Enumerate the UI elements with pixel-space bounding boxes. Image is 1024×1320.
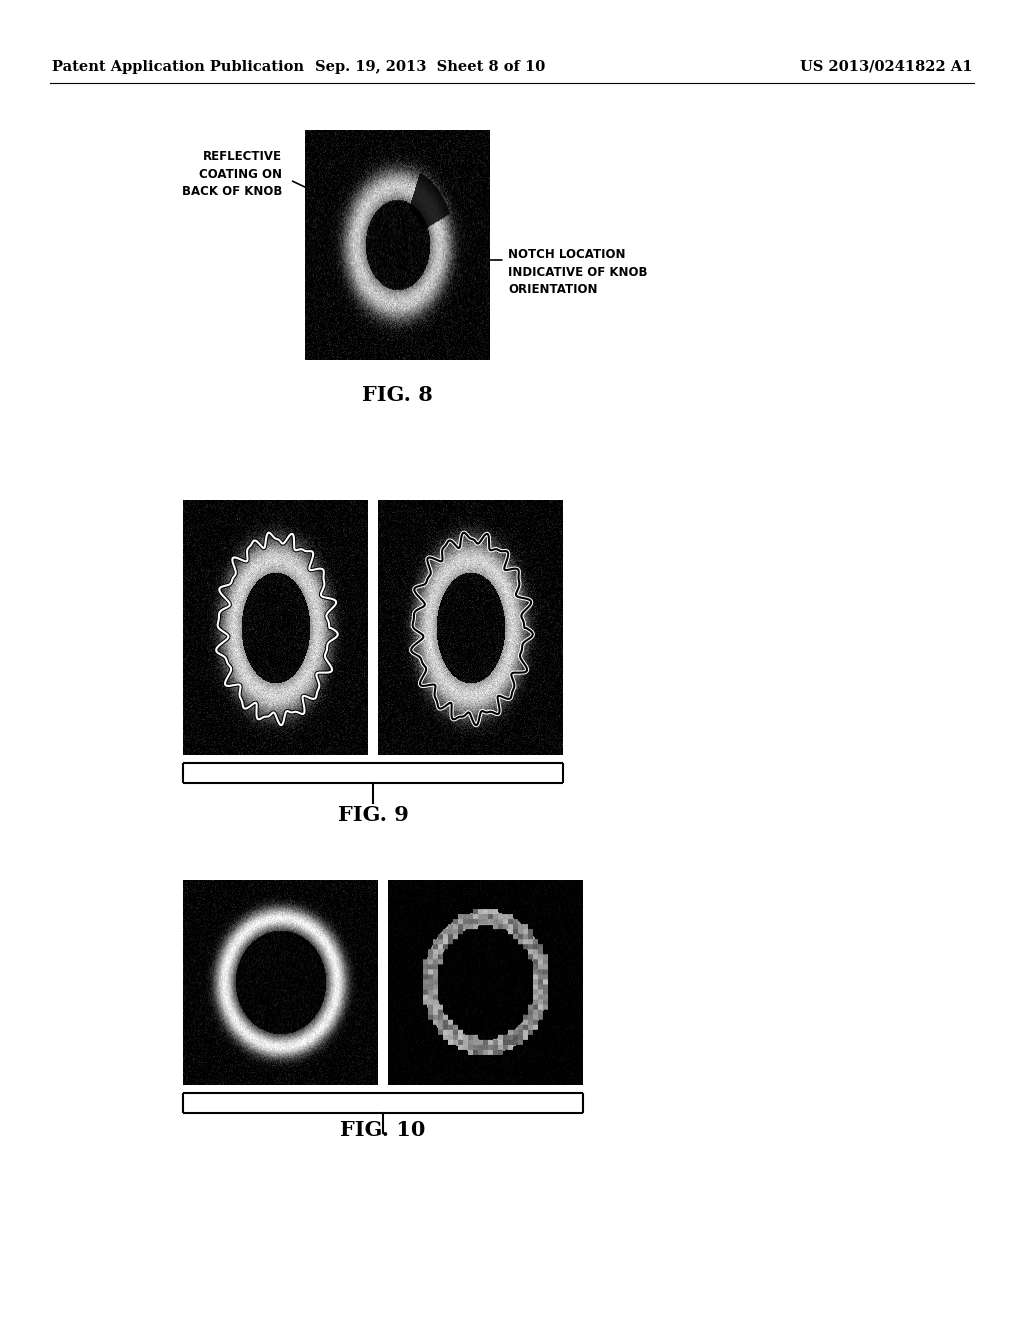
Text: FIG. 10: FIG. 10 xyxy=(340,1119,426,1140)
Text: US 2013/0241822 A1: US 2013/0241822 A1 xyxy=(800,59,972,74)
Text: NOTCH LOCATION
INDICATIVE OF KNOB
ORIENTATION: NOTCH LOCATION INDICATIVE OF KNOB ORIENT… xyxy=(508,248,647,296)
Text: FIG. 9: FIG. 9 xyxy=(338,805,409,825)
Text: FIG. 8: FIG. 8 xyxy=(361,385,432,405)
Text: Sep. 19, 2013  Sheet 8 of 10: Sep. 19, 2013 Sheet 8 of 10 xyxy=(314,59,545,74)
Text: REFLECTIVE
COATING ON
BACK OF KNOB: REFLECTIVE COATING ON BACK OF KNOB xyxy=(181,150,282,198)
Text: Patent Application Publication: Patent Application Publication xyxy=(52,59,304,74)
